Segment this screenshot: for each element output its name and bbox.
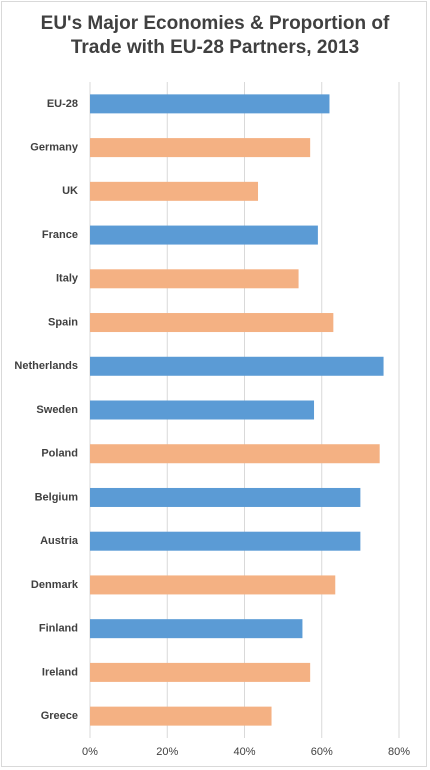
- y-tick-label: Denmark: [31, 579, 79, 591]
- y-tick-label: Sweden: [36, 404, 78, 416]
- y-tick-label: Poland: [41, 448, 78, 460]
- y-tick-label: Ireland: [42, 666, 78, 678]
- x-tick-label: 80%: [388, 746, 410, 758]
- x-tick-label: 40%: [233, 746, 255, 758]
- bar: [90, 356, 384, 376]
- chart-title: EU's Major Economies & Proportion of Tra…: [40, 13, 390, 58]
- x-tick-label: 60%: [311, 746, 333, 758]
- y-tick-label: Germany: [30, 142, 79, 154]
- y-tick-label: Belgium: [35, 491, 79, 503]
- bar: [90, 400, 315, 420]
- x-tick-label: 0%: [82, 746, 98, 758]
- y-tick-label: Italy: [56, 273, 79, 285]
- bar: [90, 225, 318, 245]
- y-tick-label: Finland: [39, 623, 78, 635]
- bar: [90, 575, 336, 595]
- x-tick-label: 20%: [156, 746, 178, 758]
- y-tick-label: France: [42, 229, 78, 241]
- bar: [90, 531, 361, 551]
- bar: [90, 662, 311, 682]
- y-tick-label: UK: [62, 185, 78, 197]
- bar: [90, 269, 299, 289]
- y-tick-label: EU-28: [47, 98, 78, 110]
- bar: [90, 138, 311, 158]
- bar: [90, 94, 330, 114]
- y-tick-label: Netherlands: [14, 360, 78, 372]
- y-tick-label: Austria: [40, 535, 79, 547]
- y-tick-label: Spain: [48, 316, 78, 328]
- bar: [90, 487, 361, 507]
- bar: [90, 619, 303, 639]
- bar: [90, 444, 380, 464]
- bar: [90, 706, 272, 726]
- bar: [90, 313, 334, 333]
- y-tick-label: Greece: [41, 710, 78, 722]
- bar: [90, 181, 259, 201]
